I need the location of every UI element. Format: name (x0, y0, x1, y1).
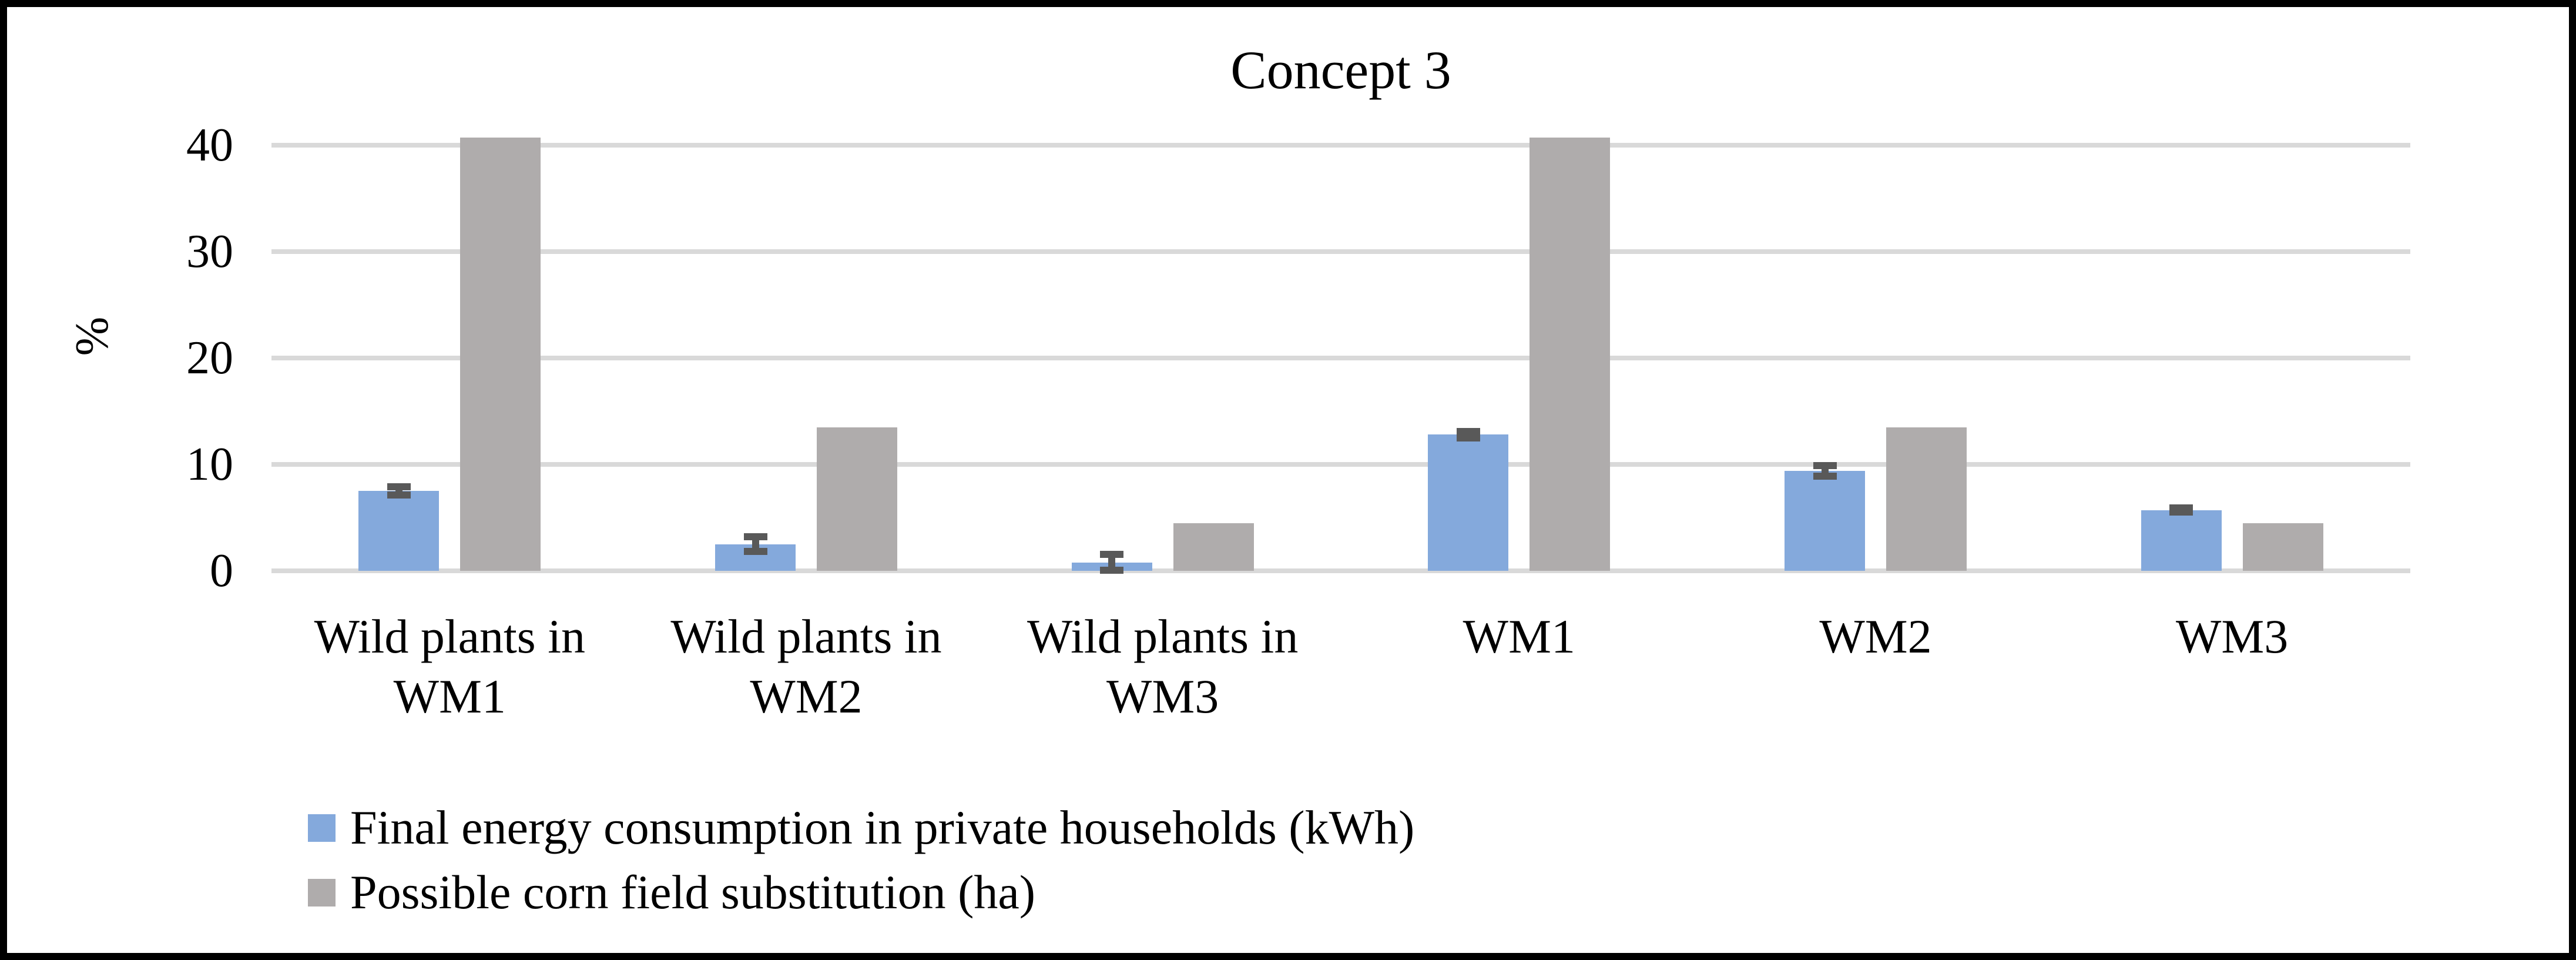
error-bar-cap (1456, 427, 1480, 435)
error-bar-cap (387, 491, 411, 499)
chart-title: Concept 3 (1230, 40, 1451, 100)
y-tick-label-30: 30 (186, 226, 233, 277)
error-bar-cap (1813, 461, 1837, 469)
error-bar-cap (1813, 472, 1837, 480)
x-category-label-Wild-plants-in-WM1: Wild plants in WM1 (271, 607, 628, 727)
error-bar-cap (1456, 434, 1480, 441)
legend-item-final-energy: Final energy consumption in private hous… (308, 795, 1414, 860)
bar-series0-WM3 (2141, 510, 2222, 571)
y-tick-label-20: 20 (186, 332, 233, 384)
error-bar-cap (1100, 567, 1124, 574)
gridline-y-30 (271, 249, 2410, 254)
error-bar-stem (1108, 554, 1116, 571)
bar-series0-Wild-plants-in-WM1 (358, 491, 440, 571)
y-tick-label-10: 10 (186, 439, 233, 490)
error-bar-stem (752, 537, 759, 552)
y-tick-label-0: 0 (210, 545, 233, 597)
y-tick-label-40: 40 (186, 119, 233, 171)
error-bar-cap (1100, 550, 1124, 558)
bar-series1-Wild-plants-in-WM1 (460, 138, 541, 571)
x-category-label-line: WM2 (750, 670, 863, 723)
x-category-label-line: WM2 (1819, 610, 1932, 663)
x-category-label-line: Wild plants in (1027, 610, 1299, 663)
x-category-label-line: WM3 (1106, 670, 1219, 723)
legend-swatch-final-energy (308, 814, 336, 842)
x-category-label-line: WM3 (2176, 610, 2289, 663)
bar-series1-WM3 (2242, 523, 2323, 571)
x-category-label-WM3: WM3 (2054, 607, 2410, 667)
error-bar-cap (743, 533, 767, 541)
error-bar-cap (2169, 509, 2193, 516)
bar-series1-Wild-plants-in-WM3 (1173, 523, 1254, 571)
x-category-label-line: Wild plants in (314, 610, 585, 663)
x-category-label-line: WM1 (1463, 610, 1575, 663)
gridline-y-20 (271, 356, 2410, 360)
legend-label-corn-field: Possible corn field substitution (ha) (350, 865, 1036, 919)
x-category-label-line: Wild plants in (670, 610, 942, 663)
x-category-label-Wild-plants-in-WM2: Wild plants in WM2 (628, 607, 985, 727)
gridline-y-40 (271, 143, 2410, 148)
gridline-y-10 (271, 462, 2410, 467)
x-category-label-WM2: WM2 (1698, 607, 2054, 667)
legend-swatch-corn-field (308, 878, 336, 907)
x-category-label-Wild-plants-in-WM3: Wild plants in WM3 (984, 607, 1341, 727)
legend-label-final-energy: Final energy consumption in private hous… (350, 801, 1415, 854)
x-category-label-WM1: WM1 (1341, 607, 1698, 667)
bar-series1-Wild-plants-in-WM2 (817, 427, 897, 571)
error-bar-cap (387, 483, 411, 490)
gridline-y-0 (271, 568, 2410, 573)
bar-series0-WM2 (1785, 470, 1865, 571)
x-category-label-line: WM1 (393, 670, 506, 723)
bar-series1-WM1 (1530, 138, 1611, 571)
legend-item-corn-field: Possible corn field substitution (ha) (308, 860, 1035, 925)
error-bar-cap (743, 548, 767, 556)
bar-series1-WM2 (1886, 427, 1967, 571)
bar-series0-WM1 (1428, 434, 1509, 571)
